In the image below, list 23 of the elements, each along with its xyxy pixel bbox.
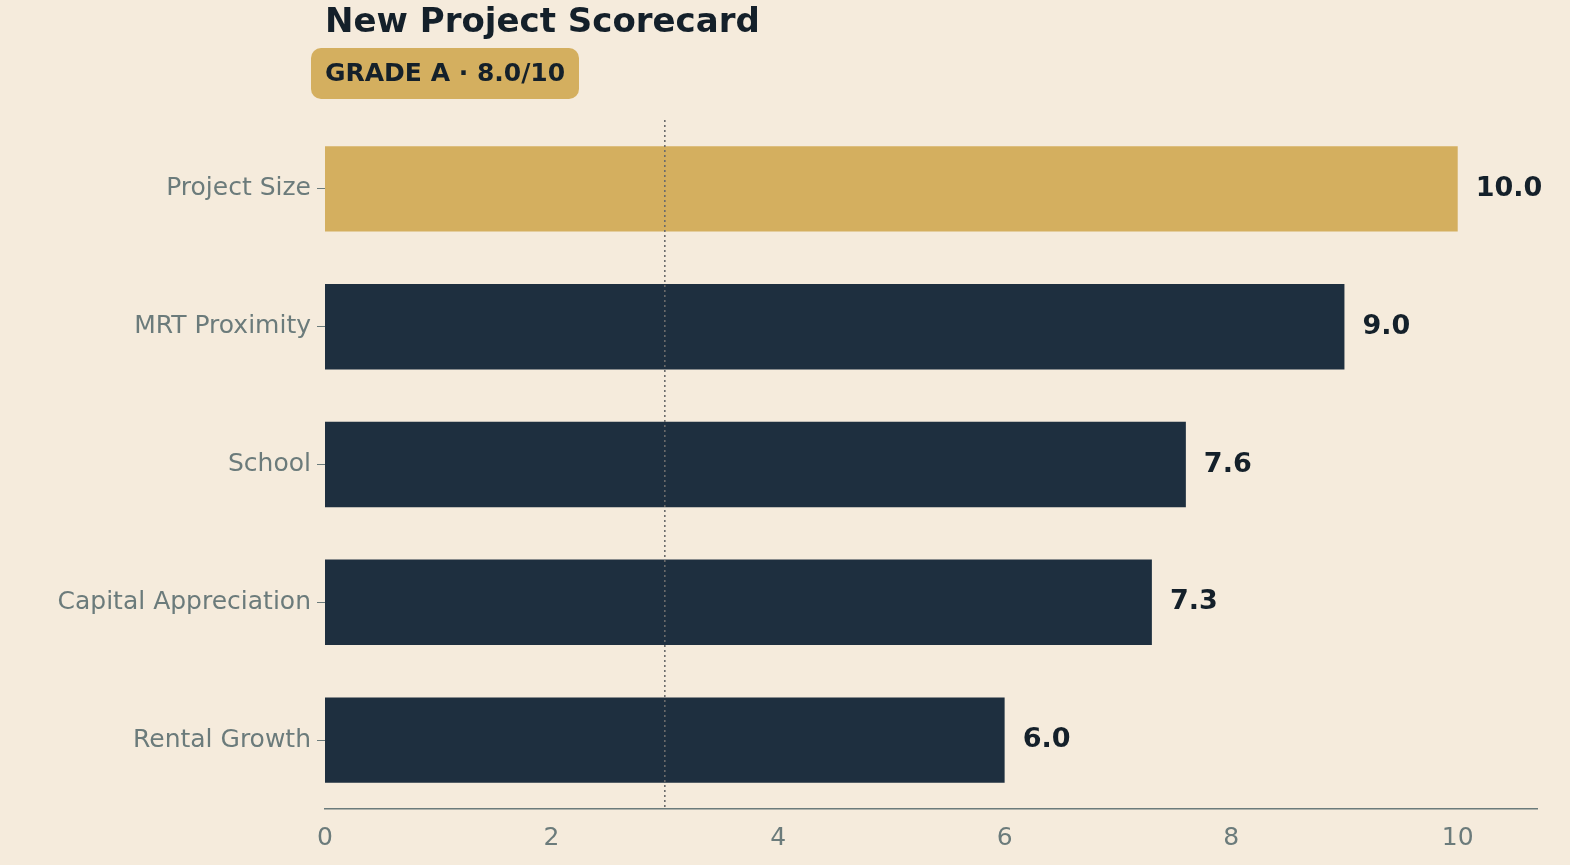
chart-title: New Project Scorecard bbox=[325, 0, 760, 40]
y-tick-label: School bbox=[228, 448, 311, 477]
bar bbox=[325, 697, 1005, 783]
x-tick-label: 4 bbox=[770, 821, 787, 851]
data-label: 9.0 bbox=[1362, 308, 1411, 340]
bar bbox=[325, 283, 1345, 370]
x-tick-label: 6 bbox=[996, 821, 1013, 851]
x-tick-label: 10 bbox=[1441, 821, 1474, 851]
data-label: 7.6 bbox=[1203, 446, 1252, 478]
y-tick-label: Rental Growth bbox=[133, 723, 311, 753]
bar bbox=[325, 559, 1152, 646]
x-tick-label: 2 bbox=[543, 821, 560, 851]
data-label: 6.0 bbox=[1022, 722, 1071, 754]
text: GRADE A · 8.0/10 bbox=[311, 48, 580, 99]
y-tick-label: Capital Appreciation bbox=[57, 585, 311, 615]
x-tick-label: 8 bbox=[1223, 821, 1240, 851]
bar bbox=[325, 421, 1186, 508]
bar bbox=[325, 146, 1458, 232]
x-tick-label: 0 bbox=[317, 821, 333, 851]
y-tick-label: Project Size bbox=[166, 172, 311, 202]
data-label: 7.3 bbox=[1169, 584, 1218, 616]
y-tick-label: MRT Proximity bbox=[134, 310, 312, 340]
data-label: 10.0 bbox=[1475, 170, 1543, 202]
